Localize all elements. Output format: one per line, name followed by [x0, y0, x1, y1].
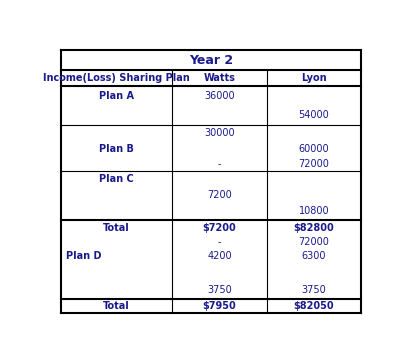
- Text: 3750: 3750: [302, 285, 326, 295]
- Text: Plan C: Plan C: [99, 174, 134, 184]
- Text: Total: Total: [103, 222, 130, 233]
- Text: Total: Total: [103, 301, 130, 311]
- Text: -: -: [218, 237, 221, 247]
- Text: Watts: Watts: [204, 73, 235, 83]
- Text: Lyon: Lyon: [301, 73, 327, 83]
- Text: $7200: $7200: [203, 222, 236, 233]
- Text: 3750: 3750: [207, 285, 232, 295]
- Text: 10800: 10800: [299, 207, 329, 216]
- Text: Plan A: Plan A: [99, 91, 134, 101]
- Text: 30000: 30000: [204, 128, 235, 138]
- Text: 36000: 36000: [204, 91, 235, 101]
- Text: -: -: [218, 159, 221, 169]
- Text: 6300: 6300: [302, 251, 326, 261]
- Text: 54000: 54000: [299, 110, 329, 120]
- Text: 60000: 60000: [299, 144, 329, 154]
- Text: 72000: 72000: [299, 159, 329, 169]
- Text: Year 2: Year 2: [189, 54, 233, 67]
- Text: $7950: $7950: [203, 301, 236, 311]
- Text: $82050: $82050: [294, 301, 334, 311]
- Text: Income(Loss) Sharing Plan: Income(Loss) Sharing Plan: [43, 73, 190, 83]
- Text: Plan D: Plan D: [66, 251, 101, 261]
- Text: 4200: 4200: [207, 251, 232, 261]
- Text: $82800: $82800: [294, 222, 334, 233]
- Text: 72000: 72000: [299, 237, 329, 247]
- Text: Plan B: Plan B: [99, 144, 134, 154]
- Text: 7200: 7200: [207, 190, 232, 199]
